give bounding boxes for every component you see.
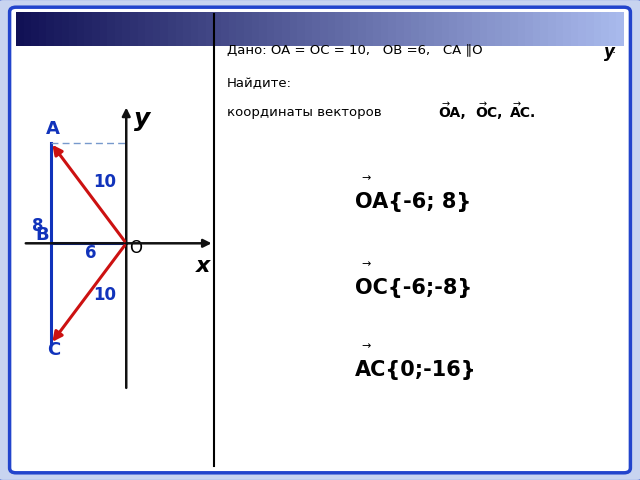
Text: →: → [362,259,371,269]
Text: →: → [362,341,371,351]
Text: OA,: OA, [438,106,466,120]
Text: $\bfit{x}$: $\bfit{x}$ [195,256,213,276]
Text: →: → [362,173,371,183]
Text: →: → [513,99,521,109]
Text: Дано: OA = OC = 10,   OB =6,   CA ∥O: Дано: OA = OC = 10, OB =6, CA ∥O [227,43,483,56]
Text: OC,: OC, [475,106,502,120]
Text: O: O [129,240,142,257]
Text: 6: 6 [84,244,96,263]
Text: →: → [442,99,450,109]
Text: 8: 8 [32,216,44,235]
Text: 10: 10 [93,173,116,191]
Text: AC{0;-16}: AC{0;-16} [355,360,477,380]
Text: OC{-6;-8}: OC{-6;-8} [355,278,472,299]
Text: A: A [45,120,60,137]
Text: 10: 10 [93,286,116,304]
Text: $\bfit{y}$: $\bfit{y}$ [132,108,152,132]
Text: B: B [36,226,49,243]
Text: C: C [47,341,60,360]
Text: →: → [478,99,486,109]
Text: AC.: AC. [509,106,536,120]
Text: координаты векторов: координаты векторов [227,106,386,119]
Text: y: y [604,43,614,61]
Text: OA{-6; 8}: OA{-6; 8} [355,192,472,212]
Text: .: . [611,43,615,56]
Text: Найдите:: Найдите: [227,77,292,90]
